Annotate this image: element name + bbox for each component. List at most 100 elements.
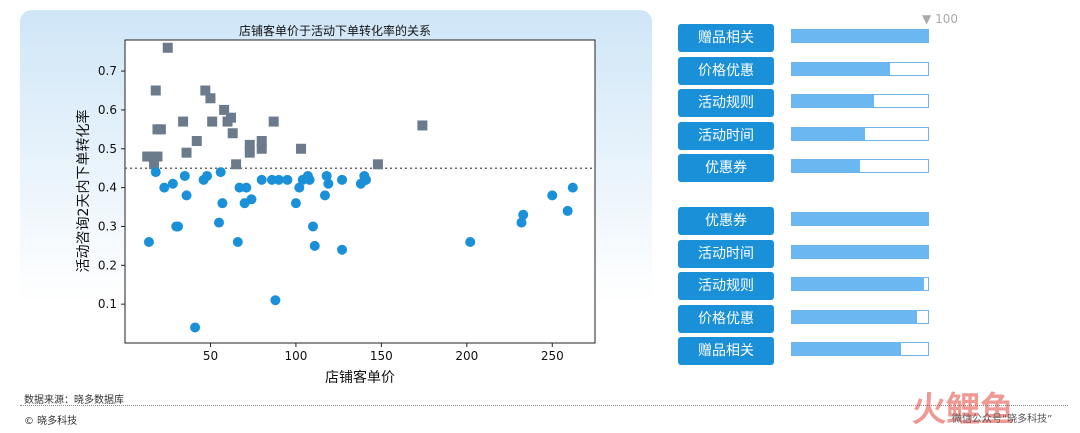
category-button[interactable]: 优惠券	[678, 207, 774, 235]
circle-point	[518, 209, 529, 220]
square-point	[191, 136, 202, 146]
bar-fill	[792, 310, 918, 323]
circle-point	[337, 174, 348, 185]
circle-point	[241, 182, 252, 193]
circle-point	[190, 322, 201, 333]
bar-track	[791, 244, 929, 259]
square-point	[372, 159, 383, 170]
y-tick-label: 0.1	[98, 297, 117, 311]
watermark-logo: 火鲤鱼	[912, 390, 1014, 430]
circle-point	[308, 221, 318, 232]
circle-point	[167, 178, 178, 189]
bar-track	[791, 61, 929, 76]
bar-fill	[792, 278, 924, 290]
circle-point	[198, 174, 209, 185]
circle-point	[181, 190, 192, 201]
x-axis-label: 店铺客单价	[325, 369, 395, 386]
circle-point	[234, 182, 245, 193]
chart-title: 店铺客单价于活动下单转化率的关系	[239, 23, 431, 38]
circle-point	[290, 198, 301, 209]
square-point	[207, 116, 218, 127]
category-button[interactable]: 赠品相关	[678, 337, 774, 365]
triangle-down-icon: ▼	[922, 12, 932, 26]
square-point	[231, 159, 242, 170]
circle-point	[547, 190, 558, 201]
y-tick-label: 0.7	[98, 64, 117, 78]
category-button[interactable]: 活动时间	[678, 239, 774, 268]
circle-point	[567, 182, 578, 193]
legend-top: ▼ 100	[922, 12, 958, 26]
circle-point	[465, 237, 476, 247]
circle-point	[273, 174, 284, 185]
circle-point	[179, 170, 190, 181]
plot-frame	[124, 39, 596, 344]
square-point	[268, 116, 279, 127]
bar-fill	[792, 127, 866, 140]
copyright: © 晓多科技	[24, 416, 78, 427]
square-point	[162, 42, 173, 53]
bar-fill	[792, 213, 928, 225]
bar-fill	[792, 160, 860, 172]
category-button[interactable]: 优惠券	[678, 154, 774, 182]
circle-point	[266, 174, 277, 185]
x-tick-label: 150	[370, 349, 393, 363]
circle-point	[323, 178, 334, 189]
circle-point	[232, 237, 243, 247]
category-button[interactable]: 活动规则	[678, 89, 774, 117]
legend-top-value: 100	[935, 12, 958, 26]
square-point	[205, 93, 216, 104]
square-point	[149, 159, 160, 170]
scatter-chart: 店铺客单价于活动下单转化率的关系 店铺客单价 活动咨询2天内下单转化率 50 10…	[75, 23, 596, 386]
y-tick-label: 0.4	[98, 181, 117, 195]
circle-point	[214, 217, 224, 228]
circle-point	[282, 174, 293, 185]
footer-divider	[20, 405, 1068, 406]
bar-track	[791, 342, 929, 356]
y-axis-label: 活动咨询2天内下单转化率	[75, 110, 92, 273]
circle-point	[562, 205, 573, 216]
circle-point	[321, 170, 332, 181]
y-tick-label: 0.6	[98, 103, 117, 117]
circle-point	[516, 217, 527, 228]
category-button[interactable]: 价格优惠	[678, 304, 774, 333]
category-button[interactable]: 赠品相关	[678, 24, 774, 52]
x-tick-label: 100	[284, 349, 307, 363]
category-button[interactable]: 活动规则	[678, 272, 774, 300]
source-note: 数据来源：晓多数据库	[24, 395, 124, 406]
circle-point	[360, 174, 371, 185]
circle-point	[309, 240, 320, 251]
square-point	[152, 151, 163, 162]
square-point	[150, 85, 161, 96]
category-button[interactable]: 价格优惠	[678, 56, 774, 85]
x-tick-label: 50	[203, 349, 218, 363]
square-point	[219, 104, 230, 115]
square-point	[178, 116, 189, 127]
circle-point	[239, 198, 250, 209]
y-tick-label: 0.5	[98, 142, 117, 156]
bar-fill	[792, 62, 890, 75]
square-point	[296, 143, 307, 154]
x-tick-label: 200	[455, 349, 478, 363]
bar-track	[791, 212, 929, 226]
bar-track	[791, 277, 929, 291]
square-point	[244, 147, 255, 158]
square-point	[227, 128, 238, 139]
x-tick-label: 250	[541, 349, 564, 363]
bar-fill	[792, 30, 928, 42]
square-point	[244, 139, 255, 150]
bar-track	[791, 29, 929, 43]
bar-track	[791, 309, 929, 324]
circle-point	[150, 167, 161, 178]
square-point	[142, 151, 153, 162]
wechat-account: 微信公众号“晓多科技”	[952, 414, 1053, 425]
y-tick-label: 0.3	[98, 219, 117, 233]
circle-point	[215, 167, 226, 178]
circle-point	[143, 237, 154, 247]
square-point	[200, 85, 211, 96]
circle-point	[159, 182, 170, 193]
category-button[interactable]: 活动时间	[678, 121, 774, 150]
bar-track	[791, 94, 929, 108]
circle-point	[171, 221, 182, 232]
circle-point	[304, 174, 315, 185]
bar-fill	[792, 343, 901, 355]
